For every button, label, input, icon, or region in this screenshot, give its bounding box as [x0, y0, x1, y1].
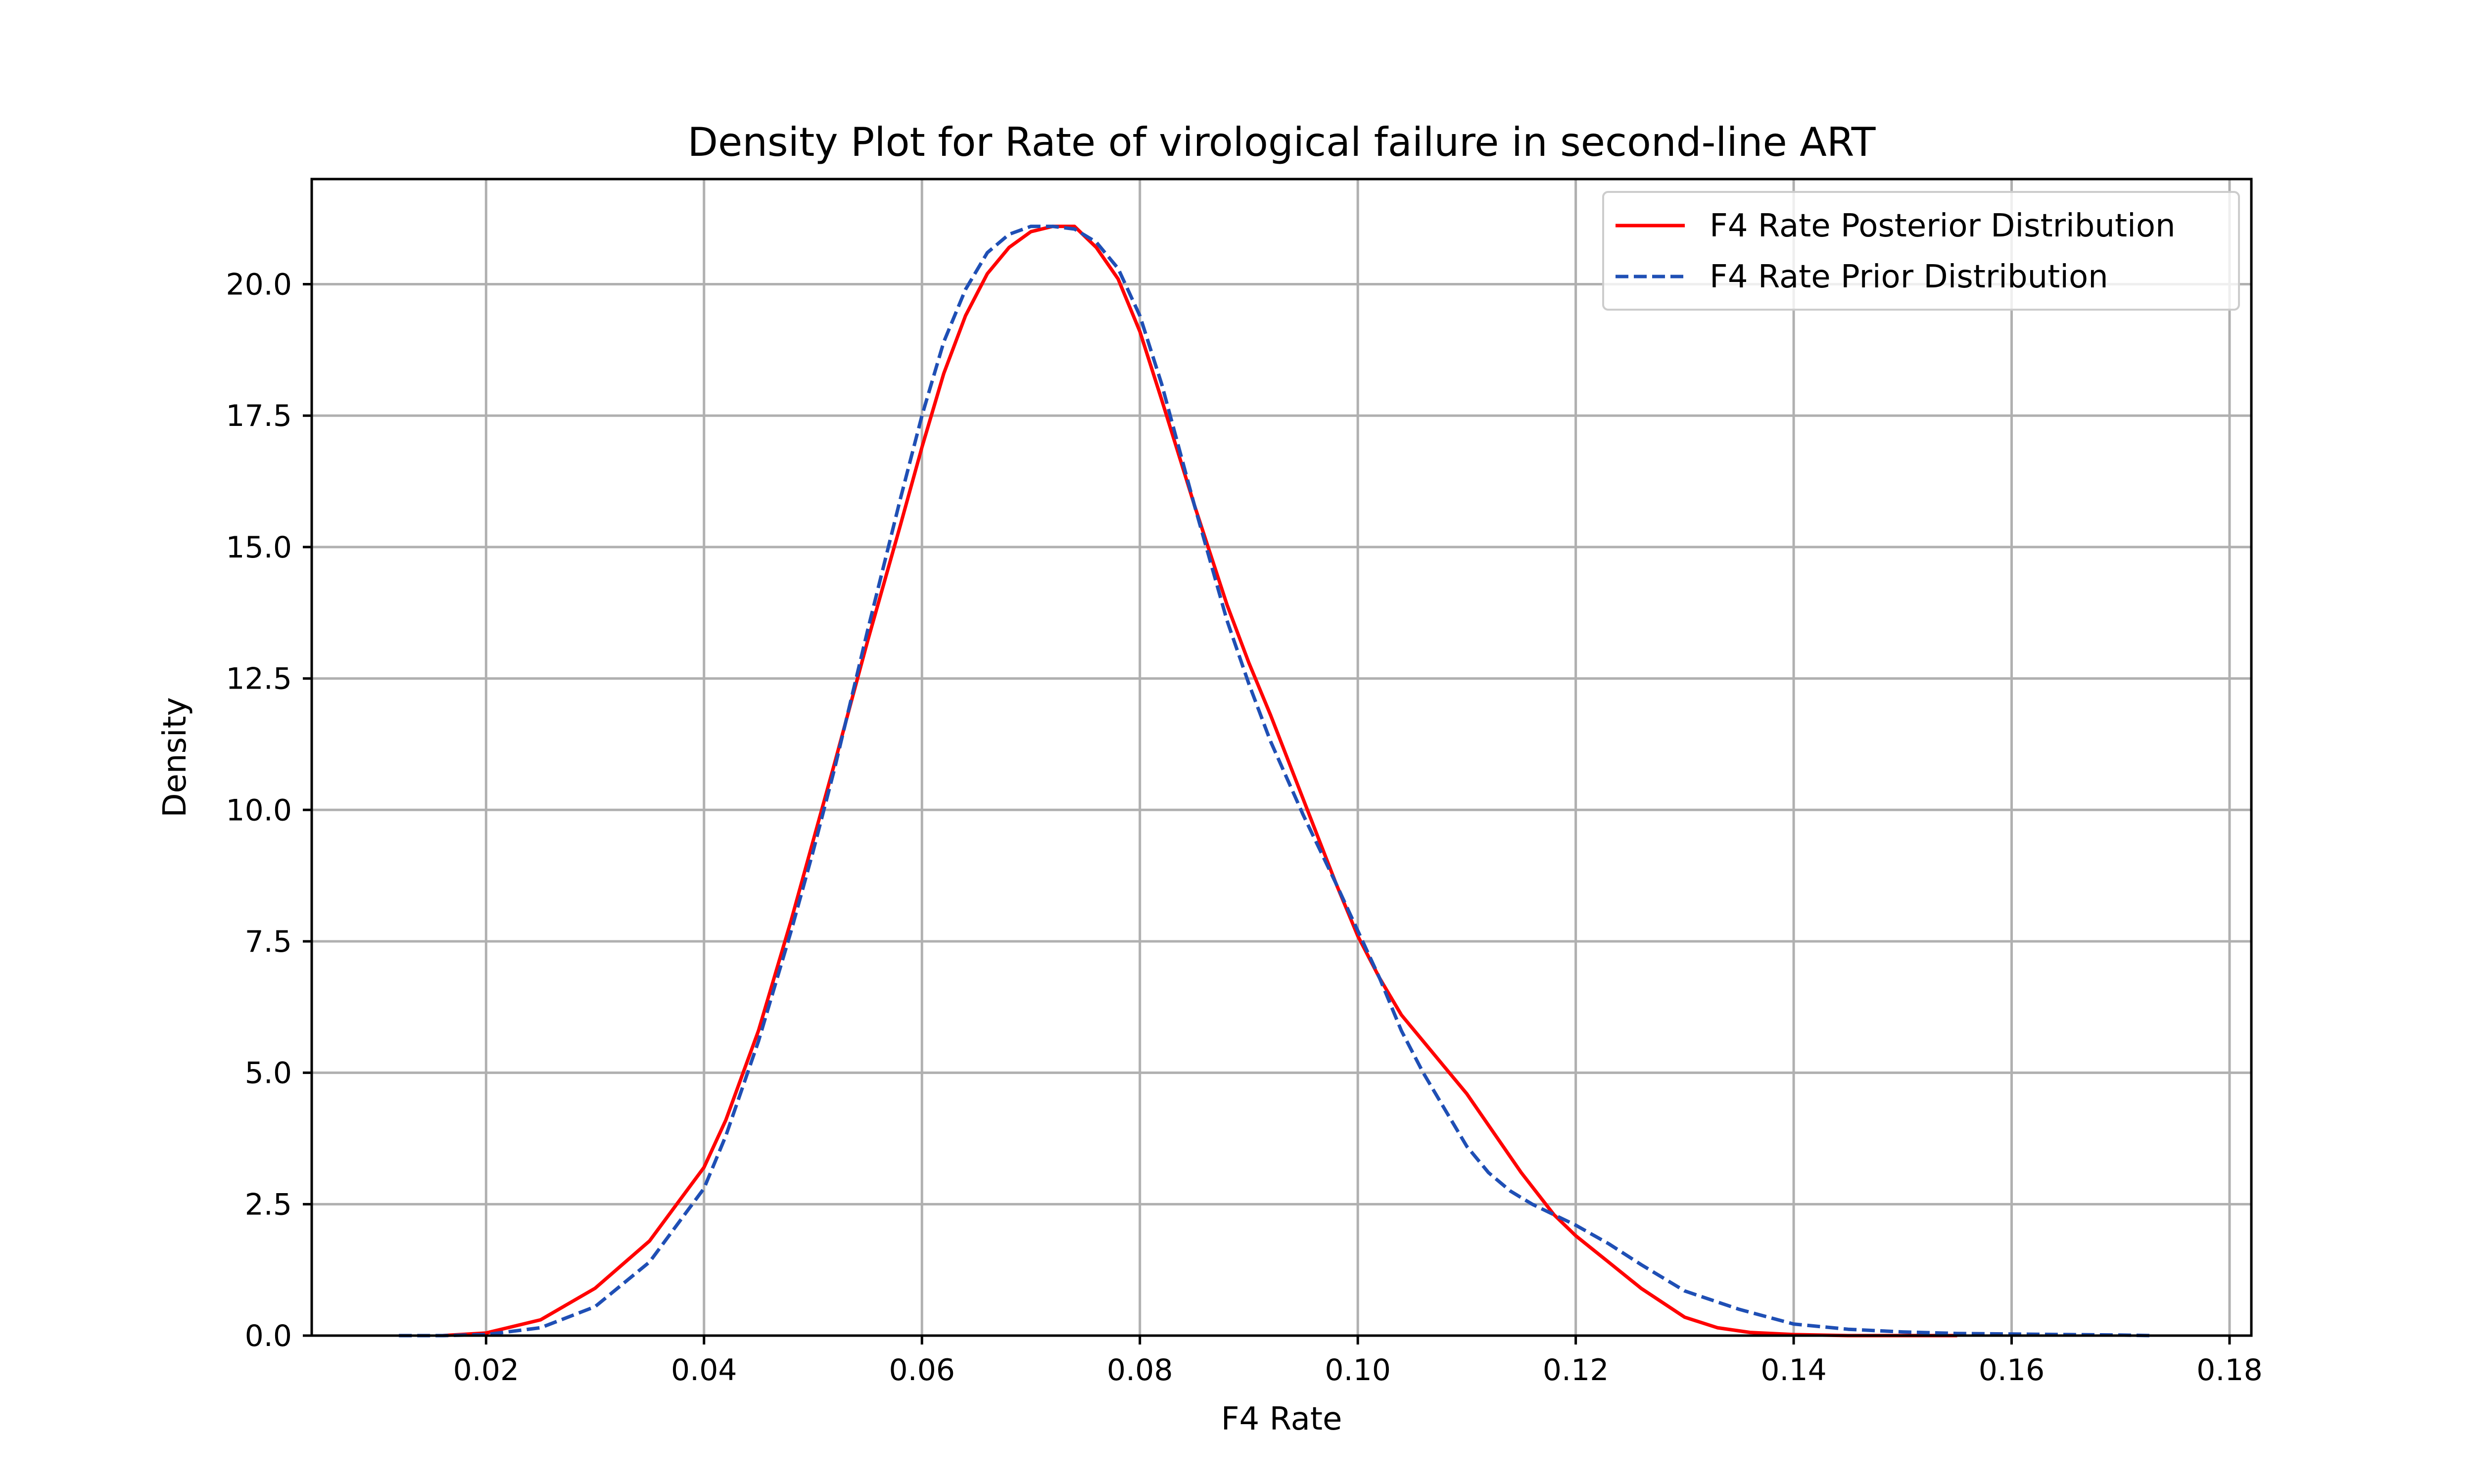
y-tick-label: 7.5 [245, 925, 292, 959]
legend-posterior-label: F4 Rate Posterior Distribution [1710, 208, 2176, 244]
y-tick-label: 10.0 [226, 793, 292, 828]
x-axis-label: F4 Rate [1221, 1401, 1342, 1438]
legend-prior-label: F4 Rate Prior Distribution [1710, 259, 2108, 295]
y-tick-label: 2.5 [245, 1187, 292, 1222]
x-tick-label: 0.04 [671, 1353, 737, 1388]
y-tick-label: 12.5 [226, 662, 292, 696]
y-tick-label: 0.0 [245, 1319, 292, 1353]
x-tick-label: 0.10 [1325, 1353, 1391, 1388]
x-tick-label: 0.16 [1979, 1353, 2045, 1388]
x-tick-label: 0.02 [453, 1353, 520, 1388]
x-tick-label: 0.18 [2196, 1353, 2263, 1388]
ticks: 0.02 0.04 0.06 0.08 0.10 0.12 0.14 0.16 0.18 0.0 2… [226, 268, 2262, 1388]
y-tick-label: 5.0 [245, 1056, 292, 1091]
y-tick-label: 17.5 [226, 399, 292, 433]
axes-frame [310, 178, 2253, 1337]
x-tick-label: 0.14 [1760, 1353, 1827, 1388]
series-layer [399, 225, 2153, 1338]
x-tick-label: 0.12 [1543, 1353, 1609, 1388]
legend-box [1602, 191, 2240, 311]
posterior-density-line [442, 225, 1957, 1338]
y-tick-label: 20.0 [226, 268, 292, 302]
x-tick-label: 0.06 [889, 1353, 955, 1388]
y-axis-label: Density [157, 697, 193, 817]
y-tick-label: 15.0 [226, 530, 292, 565]
chart-title: Density Plot for Rate of virological fai… [688, 119, 1876, 165]
x-tick-label: 0.08 [1107, 1353, 1173, 1388]
prior-density-line [399, 225, 2153, 1338]
legend: F4 Rate Posterior Distribution F4 Rate Pr… [1602, 191, 2240, 311]
